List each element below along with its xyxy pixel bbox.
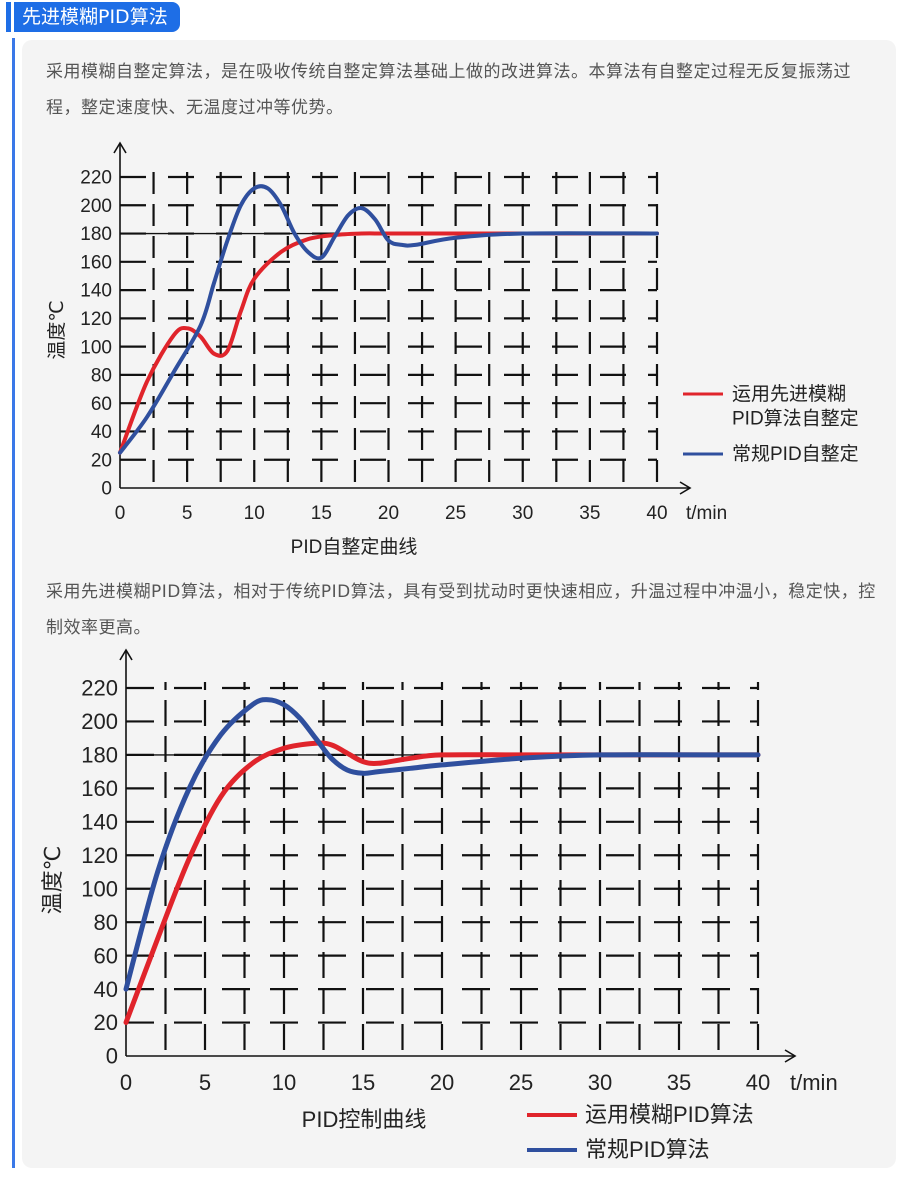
y-tick-label: 20 xyxy=(91,450,112,471)
left-accent-line xyxy=(12,38,15,1168)
y-tick-label: 180 xyxy=(80,224,112,245)
legend-label-2: 常规PID算法 xyxy=(585,1137,710,1162)
y-tick-label: 40 xyxy=(91,422,112,443)
series-line-2 xyxy=(123,697,761,992)
intro-paragraph-2: 采用先进模糊PID算法，相对于传统PID算法，具有受到扰动时更快速相应，升温过程… xyxy=(46,582,876,638)
y-tick-label: 200 xyxy=(80,196,112,217)
y-axis-arrow xyxy=(113,141,127,154)
x-tick-label: 15 xyxy=(351,1070,375,1095)
section-header: 先进模糊PID算法 xyxy=(0,0,180,34)
x-tick-label: 40 xyxy=(646,503,667,524)
series-line-1 xyxy=(118,231,659,455)
x-tick-label: 40 xyxy=(746,1070,770,1095)
y-tick-label: 140 xyxy=(80,281,112,302)
y-tick-label: 0 xyxy=(106,1044,118,1069)
content-card xyxy=(22,40,896,1168)
y-tick-label: 220 xyxy=(81,676,118,701)
x-tick-label: 35 xyxy=(667,1070,691,1095)
y-tick-label: 160 xyxy=(80,252,112,273)
x-tick-label: 0 xyxy=(120,1070,132,1095)
x-tick-label: 30 xyxy=(588,1070,612,1095)
y-tick-label: 100 xyxy=(80,337,112,358)
x-tick-label: 25 xyxy=(509,1070,533,1095)
y-tick-label: 120 xyxy=(81,843,118,868)
legend-label-2: 常规PID自整定 xyxy=(732,443,859,465)
y-tick-label: 40 xyxy=(94,977,118,1002)
y-axis-arrow xyxy=(119,648,133,661)
y-axis-label: 温度℃ xyxy=(40,846,65,915)
y-tick-label: 80 xyxy=(94,910,118,935)
x-tick-label: 0 xyxy=(115,503,126,524)
y-tick-label: 0 xyxy=(101,479,112,500)
x-tick-label: 15 xyxy=(311,503,332,524)
x-axis-label: t/min xyxy=(686,503,727,524)
y-tick-label: 60 xyxy=(94,943,118,968)
y-tick-label: 80 xyxy=(91,366,112,387)
x-tick-label: 25 xyxy=(445,503,466,524)
y-tick-label: 220 xyxy=(80,168,112,189)
x-tick-label: 20 xyxy=(378,503,399,524)
header-accent-bar xyxy=(6,2,11,32)
legend-label-1: 运用先进模糊 PID算法自整定 xyxy=(732,383,859,430)
series-line-2 xyxy=(118,184,659,455)
y-tick-label: 140 xyxy=(81,810,118,835)
x-axis-label: t/min xyxy=(790,1070,838,1095)
y-tick-label: 120 xyxy=(80,309,112,330)
x-tick-label: 5 xyxy=(182,503,193,524)
x-tick-label: 10 xyxy=(272,1070,296,1095)
y-tick-label: 100 xyxy=(81,876,118,901)
chart-title: PID自整定曲线 xyxy=(291,536,418,558)
y-tick-label: 20 xyxy=(94,1010,118,1035)
x-tick-label: 30 xyxy=(512,503,533,524)
chart-title: PID控制曲线 xyxy=(302,1107,427,1132)
x-tick-label: 35 xyxy=(579,503,600,524)
section-title: 先进模糊PID算法 xyxy=(14,2,180,32)
legend-label-1: 运用模糊PID算法 xyxy=(585,1102,754,1127)
x-axis-arrow xyxy=(784,1049,797,1063)
x-tick-label: 20 xyxy=(430,1070,454,1095)
x-tick-label: 10 xyxy=(244,503,265,524)
intro-paragraph-1: 采用模糊自整定算法，是在吸收传统自整定算法基础上做的改进算法。本算法有自整定过程… xyxy=(46,62,851,118)
x-tick-label: 5 xyxy=(199,1070,211,1095)
x-axis-arrow xyxy=(679,481,692,495)
y-tick-label: 160 xyxy=(81,776,118,801)
series-line-1 xyxy=(123,740,761,1025)
y-axis-label: 温度℃ xyxy=(46,300,68,359)
y-tick-label: 180 xyxy=(81,743,118,768)
y-tick-label: 200 xyxy=(81,709,118,734)
y-tick-label: 60 xyxy=(91,394,112,415)
